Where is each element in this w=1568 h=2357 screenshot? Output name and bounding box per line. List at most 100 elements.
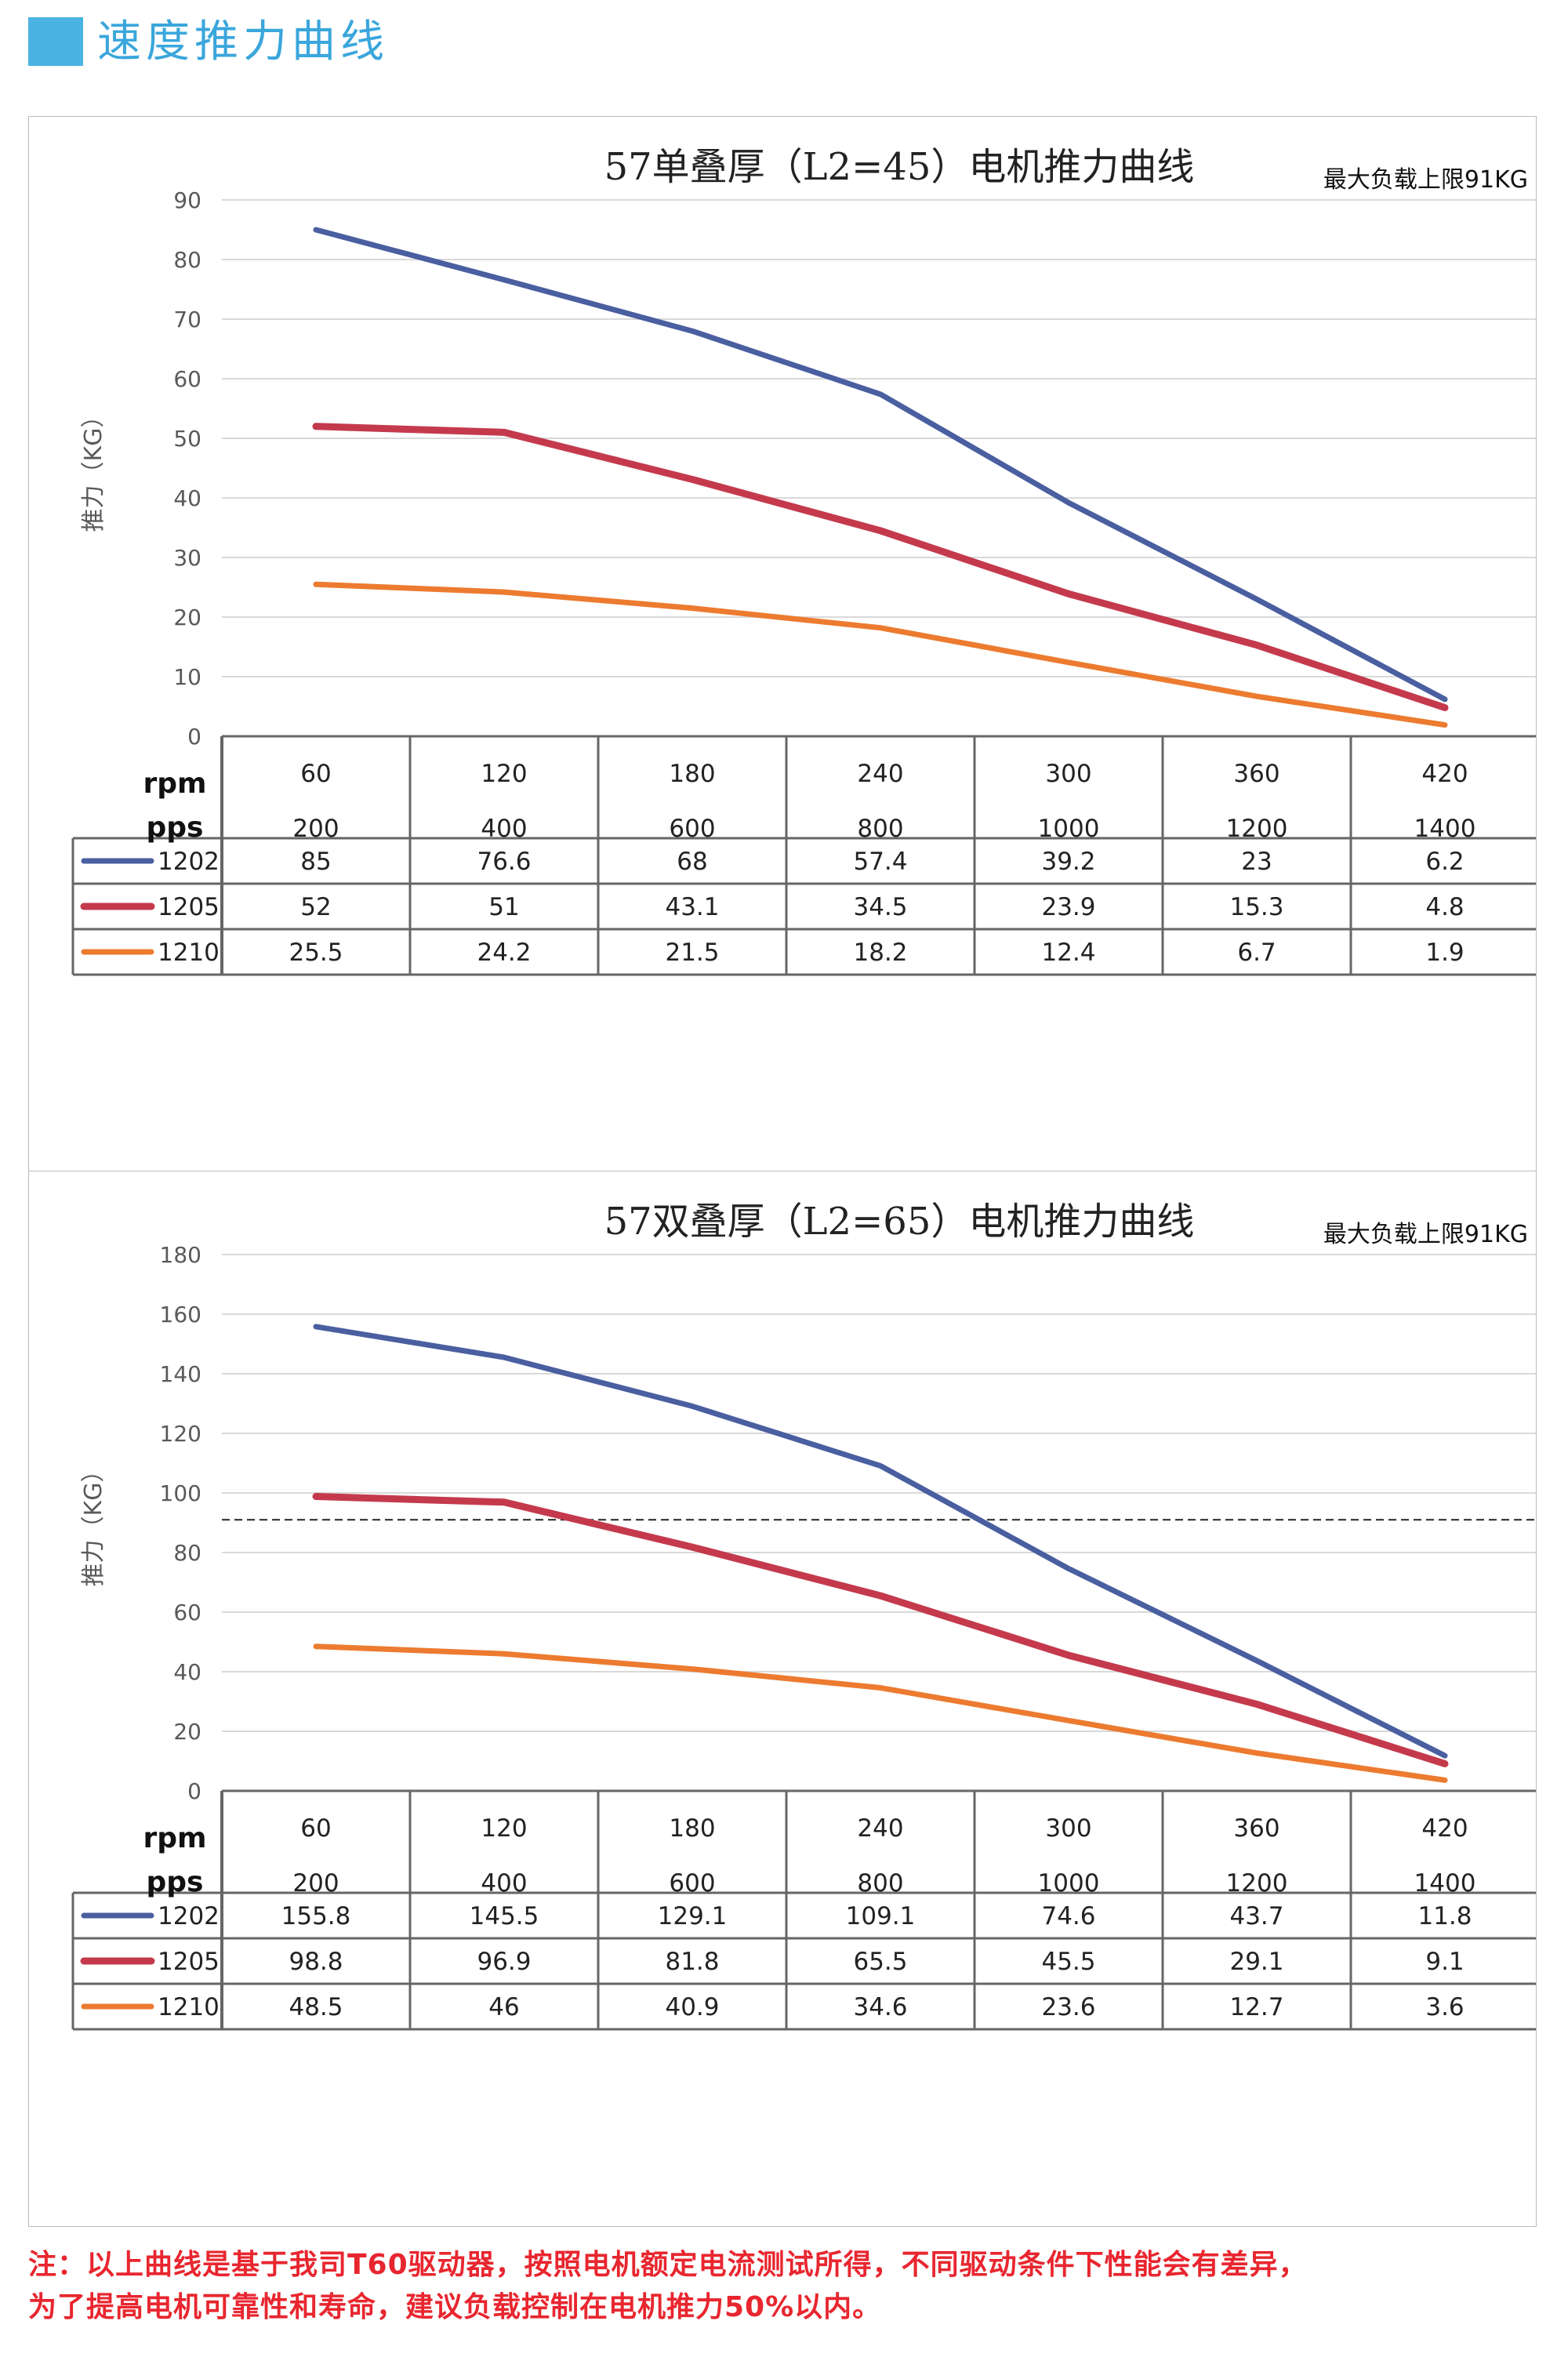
chart-max-load-note: 最大负载上限91KG bbox=[1323, 1221, 1528, 1248]
data-label: 23 bbox=[1241, 848, 1272, 876]
data-label: 65.5 bbox=[853, 1948, 907, 1976]
x-category-pps: 1000 bbox=[1038, 815, 1100, 843]
x-category-rpm: 300 bbox=[1045, 1814, 1091, 1843]
table-header-pps: pps bbox=[147, 812, 204, 844]
series-line-1205 bbox=[312, 423, 1449, 712]
series-line-1205 bbox=[312, 1493, 1449, 1767]
legend-label-1202: 1202 bbox=[158, 1902, 220, 1930]
x-category-rpm: 420 bbox=[1421, 1814, 1468, 1843]
x-category-rpm: 60 bbox=[300, 1814, 331, 1843]
data-label: 51 bbox=[488, 893, 519, 921]
y-axis-label: 推力（KG） bbox=[80, 1459, 107, 1587]
y-tick-label: 120 bbox=[160, 1421, 201, 1447]
data-label: 39.2 bbox=[1041, 848, 1095, 876]
x-category-pps: 200 bbox=[292, 815, 339, 843]
y-tick-label: 0 bbox=[187, 1778, 201, 1804]
data-label: 43.1 bbox=[665, 893, 719, 921]
y-tick-label: 70 bbox=[173, 307, 201, 332]
table-header-rpm: rpm bbox=[143, 768, 206, 800]
data-table: rpm pps 60 120 180 240 300 360 420 200 400 600 800 10… bbox=[71, 735, 1536, 976]
data-label: 3.6 bbox=[1425, 1993, 1464, 2021]
x-category-pps: 1200 bbox=[1226, 1869, 1288, 1898]
chart-panel-double-stack: 57双叠厚（L2=65）电机推力曲线 最大负载上限91KG 0 20 40 60 80 100… bbox=[28, 1171, 1537, 2227]
y-tick-label: 30 bbox=[173, 545, 201, 571]
x-category-rpm: 180 bbox=[669, 1814, 715, 1843]
table-header-rpm: rpm bbox=[143, 1822, 206, 1854]
x-category-rpm: 240 bbox=[857, 1814, 903, 1843]
data-label: 43.7 bbox=[1229, 1902, 1283, 1930]
header-accent-square bbox=[28, 17, 83, 66]
y-tick-label: 40 bbox=[173, 485, 201, 511]
legend-label-1205: 1205 bbox=[158, 1948, 220, 1976]
y-tick-label: 180 bbox=[160, 1242, 201, 1268]
data-label: 109.1 bbox=[846, 1902, 916, 1930]
data-label: 25.5 bbox=[289, 939, 343, 967]
section-header: 速度推力曲线 bbox=[28, 13, 1518, 72]
x-category-pps: 1400 bbox=[1414, 1869, 1476, 1898]
y-tick-label: 40 bbox=[173, 1659, 201, 1685]
series-line-1210 bbox=[313, 581, 1448, 728]
data-label: 15.3 bbox=[1229, 893, 1283, 921]
legend-label-1205: 1205 bbox=[158, 893, 220, 921]
data-label: 96.9 bbox=[477, 1948, 531, 1976]
x-category-pps: 800 bbox=[857, 815, 903, 843]
data-table: rpm pps 60 120 180 240 300 360 420 200 400 600 800 10… bbox=[71, 1789, 1536, 2031]
data-label: 46 bbox=[488, 1993, 519, 2021]
x-category-pps: 200 bbox=[292, 1869, 339, 1898]
data-label: 11.8 bbox=[1417, 1902, 1472, 1930]
footer-note-line-1: 注：以上曲线是基于我司T60驱动器，按照电机额定电流测试所得，不同驱动条件下性能… bbox=[28, 2249, 1308, 2281]
y-tick-label: 80 bbox=[173, 1540, 201, 1566]
y-tick-label: 140 bbox=[160, 1361, 201, 1387]
x-category-rpm: 60 bbox=[300, 760, 331, 788]
data-label: 18.2 bbox=[853, 939, 907, 967]
x-category-rpm: 240 bbox=[857, 760, 903, 788]
x-category-pps: 400 bbox=[481, 815, 527, 843]
x-category-pps: 400 bbox=[481, 1869, 527, 1898]
chart-panel-single-stack: 57单叠厚（L2=45）电机推力曲线 最大负载上限91KG 0 10 20 30 40 50 6… bbox=[28, 116, 1537, 1171]
legend-label-1210: 1210 bbox=[158, 939, 220, 967]
y-tick-label: 100 bbox=[160, 1480, 201, 1506]
y-tick-label: 0 bbox=[187, 724, 201, 750]
x-category-pps: 1200 bbox=[1226, 815, 1288, 843]
data-label: 68 bbox=[677, 848, 707, 876]
chart-max-load-note: 最大负载上限91KG bbox=[1323, 166, 1528, 194]
data-label: 24.2 bbox=[477, 939, 531, 967]
data-label: 74.6 bbox=[1041, 1902, 1095, 1930]
x-category-rpm: 420 bbox=[1421, 760, 1468, 788]
data-label: 12.4 bbox=[1041, 939, 1095, 967]
y-tick-label: 90 bbox=[173, 187, 201, 213]
y-tick-label: 80 bbox=[173, 247, 201, 273]
data-label: 21.5 bbox=[665, 939, 719, 967]
x-category-pps: 800 bbox=[857, 1869, 903, 1898]
data-label: 76.6 bbox=[477, 848, 531, 876]
legend-label-1202: 1202 bbox=[158, 848, 220, 876]
series-line-1210 bbox=[313, 1643, 1448, 1783]
y-tick-label: 60 bbox=[173, 1600, 201, 1625]
footer-note-line-2: 为了提高电机可靠性和寿命，建议负载控制在电机推力50%以内。 bbox=[28, 2291, 882, 2323]
data-label: 4.8 bbox=[1425, 893, 1464, 921]
section-title: 速度推力曲线 bbox=[97, 16, 389, 67]
data-label: 45.5 bbox=[1041, 1948, 1095, 1976]
x-category-pps: 600 bbox=[669, 1869, 715, 1898]
x-category-rpm: 120 bbox=[481, 1814, 527, 1843]
data-label: 129.1 bbox=[658, 1902, 728, 1930]
x-category-rpm: 180 bbox=[669, 760, 715, 788]
legend-label-1210: 1210 bbox=[158, 1993, 220, 2021]
chart-single-stack: 57单叠厚（L2=45）电机推力曲线 最大负载上限91KG 0 10 20 30 40 50 6… bbox=[71, 145, 1536, 976]
y-axis-label: 推力（KG） bbox=[80, 405, 107, 532]
data-label: 9.1 bbox=[1425, 1948, 1464, 1976]
data-label: 48.5 bbox=[289, 1993, 343, 2021]
y-tick-label: 20 bbox=[173, 1719, 201, 1745]
data-label: 1.9 bbox=[1425, 939, 1464, 967]
data-label: 34.5 bbox=[853, 893, 907, 921]
x-category-rpm: 300 bbox=[1045, 760, 1091, 788]
x-category-rpm: 360 bbox=[1233, 1814, 1279, 1843]
x-category-pps: 1000 bbox=[1038, 1869, 1100, 1898]
y-tick-label: 160 bbox=[160, 1302, 201, 1327]
data-label: 23.9 bbox=[1041, 893, 1095, 921]
data-label: 6.2 bbox=[1425, 848, 1464, 876]
data-label: 57.4 bbox=[853, 848, 907, 876]
table-header-pps: pps bbox=[147, 1866, 204, 1898]
data-label: 98.8 bbox=[289, 1948, 343, 1976]
chart-title: 57双叠厚（L2=65）电机推力曲线 bbox=[604, 1200, 1195, 1244]
